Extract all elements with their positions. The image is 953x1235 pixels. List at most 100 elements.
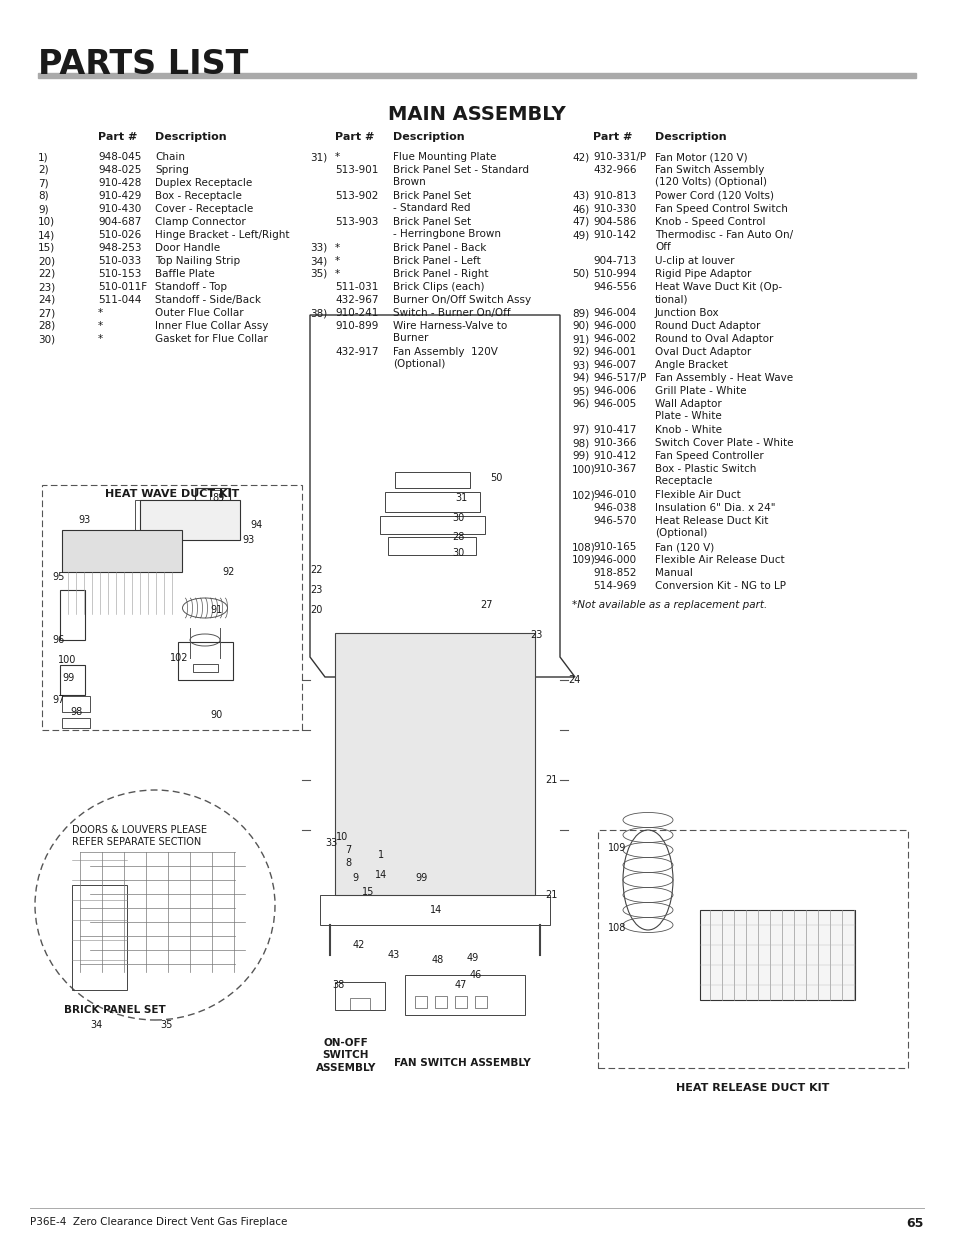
- Text: Manual: Manual: [655, 568, 692, 578]
- Text: 94: 94: [250, 520, 262, 530]
- Text: Description: Description: [655, 132, 726, 142]
- Bar: [210, 490, 222, 500]
- Text: 1: 1: [377, 850, 384, 860]
- Text: 65: 65: [905, 1216, 923, 1230]
- Text: Wire Harness-Valve to
Burner: Wire Harness-Valve to Burner: [393, 321, 507, 343]
- Text: 34): 34): [310, 256, 327, 266]
- Text: 99: 99: [62, 673, 74, 683]
- Bar: [194, 488, 230, 510]
- Text: 9): 9): [38, 204, 49, 214]
- Text: 21: 21: [544, 776, 557, 785]
- Text: 910-165: 910-165: [593, 542, 636, 552]
- Text: *: *: [335, 256, 340, 266]
- Text: 42): 42): [572, 152, 589, 162]
- Text: 93: 93: [78, 515, 91, 525]
- Text: 92): 92): [572, 347, 589, 357]
- Text: 91: 91: [210, 605, 222, 615]
- Text: 34: 34: [90, 1020, 102, 1030]
- Text: 100: 100: [58, 655, 76, 664]
- Text: Chain: Chain: [154, 152, 185, 162]
- Text: Fan Speed Controller: Fan Speed Controller: [655, 451, 763, 461]
- Bar: [62, 697, 90, 713]
- Text: Angle Bracket: Angle Bracket: [655, 359, 727, 370]
- Text: 27: 27: [479, 600, 492, 610]
- Text: 14): 14): [38, 230, 55, 240]
- Text: 89: 89: [212, 493, 224, 503]
- Text: 23: 23: [310, 585, 322, 595]
- Text: 92: 92: [222, 567, 234, 577]
- Text: Flexible Air Duct: Flexible Air Duct: [655, 490, 740, 500]
- Bar: [700, 910, 854, 1000]
- Bar: [395, 472, 470, 488]
- Text: Outer Flue Collar: Outer Flue Collar: [154, 308, 243, 317]
- Text: Wall Adaptor
Plate - White: Wall Adaptor Plate - White: [655, 399, 721, 421]
- Text: 98: 98: [70, 706, 82, 718]
- Text: Door Handle: Door Handle: [154, 243, 220, 253]
- Text: 97): 97): [572, 425, 589, 435]
- Text: Heat Wave Duct Kit (Op-
tional): Heat Wave Duct Kit (Op- tional): [655, 282, 781, 304]
- Text: 49: 49: [467, 953, 478, 963]
- Text: 14: 14: [375, 869, 387, 881]
- Bar: [62, 718, 90, 727]
- Text: Brick Panel - Right: Brick Panel - Right: [393, 269, 488, 279]
- Text: 102): 102): [572, 490, 595, 500]
- Text: 95): 95): [572, 387, 589, 396]
- Text: *: *: [98, 308, 103, 317]
- Text: 514-969: 514-969: [593, 580, 636, 592]
- Text: 48: 48: [432, 955, 444, 965]
- Text: 910-241: 910-241: [335, 308, 378, 317]
- Text: Knob - White: Knob - White: [655, 425, 721, 435]
- Text: Conversion Kit - NG to LP: Conversion Kit - NG to LP: [655, 580, 785, 592]
- Text: 910-428: 910-428: [98, 178, 141, 188]
- Text: 946-006: 946-006: [593, 387, 636, 396]
- Text: Description: Description: [154, 132, 227, 142]
- Bar: [62, 530, 182, 572]
- Bar: [350, 998, 370, 1010]
- Bar: [60, 590, 85, 640]
- Text: 946-010: 946-010: [593, 490, 636, 500]
- Text: 15): 15): [38, 243, 55, 253]
- Text: MAIN ASSEMBLY: MAIN ASSEMBLY: [388, 105, 565, 124]
- Text: 38: 38: [332, 981, 344, 990]
- Text: 43): 43): [572, 191, 589, 201]
- Text: Round to Oval Adaptor: Round to Oval Adaptor: [655, 333, 773, 345]
- Text: 513-903: 513-903: [335, 217, 378, 227]
- Text: 20): 20): [38, 256, 55, 266]
- Text: 510-994: 510-994: [593, 269, 636, 279]
- Text: 102: 102: [170, 653, 189, 663]
- Text: 910-429: 910-429: [98, 191, 141, 201]
- Text: 1): 1): [38, 152, 49, 162]
- Text: 10: 10: [335, 832, 348, 842]
- Text: 2): 2): [38, 165, 49, 175]
- Text: Hinge Bracket - Left/Right: Hinge Bracket - Left/Right: [154, 230, 289, 240]
- Text: Power Cord (120 Volts): Power Cord (120 Volts): [655, 191, 773, 201]
- Text: 432-917: 432-917: [335, 347, 378, 357]
- Text: Brick Panel Set
- Standard Red: Brick Panel Set - Standard Red: [393, 191, 471, 212]
- Bar: [319, 895, 550, 925]
- Text: Brick Panel - Left: Brick Panel - Left: [393, 256, 480, 266]
- Text: 109: 109: [607, 844, 626, 853]
- Text: HEAT RELEASE DUCT KIT: HEAT RELEASE DUCT KIT: [676, 1083, 829, 1093]
- Bar: [178, 642, 233, 680]
- Text: 10): 10): [38, 217, 55, 227]
- Text: 904-713: 904-713: [593, 256, 636, 266]
- Text: Gasket for Flue Collar: Gasket for Flue Collar: [154, 333, 268, 345]
- Text: Thermodisc - Fan Auto On/
Off: Thermodisc - Fan Auto On/ Off: [655, 230, 792, 252]
- Text: 910-366: 910-366: [593, 438, 636, 448]
- Text: Fan Switch Assembly
(120 Volts) (Optional): Fan Switch Assembly (120 Volts) (Optiona…: [655, 165, 766, 186]
- Text: Rigid Pipe Adaptor: Rigid Pipe Adaptor: [655, 269, 751, 279]
- Text: 511-044: 511-044: [98, 295, 141, 305]
- Text: 510-011F: 510-011F: [98, 282, 147, 291]
- Bar: [455, 995, 467, 1008]
- Text: 7: 7: [345, 845, 351, 855]
- Text: *: *: [98, 321, 103, 331]
- Text: 8): 8): [38, 191, 49, 201]
- Text: Heat Release Duct Kit
(Optional): Heat Release Duct Kit (Optional): [655, 516, 767, 538]
- Text: 904-586: 904-586: [593, 217, 636, 227]
- Text: 910-417: 910-417: [593, 425, 636, 435]
- Text: *: *: [335, 243, 340, 253]
- Bar: [193, 664, 218, 672]
- Text: 108): 108): [572, 542, 595, 552]
- Text: 96: 96: [52, 635, 64, 645]
- Text: Fan Assembly  120V
(Optional): Fan Assembly 120V (Optional): [393, 347, 497, 369]
